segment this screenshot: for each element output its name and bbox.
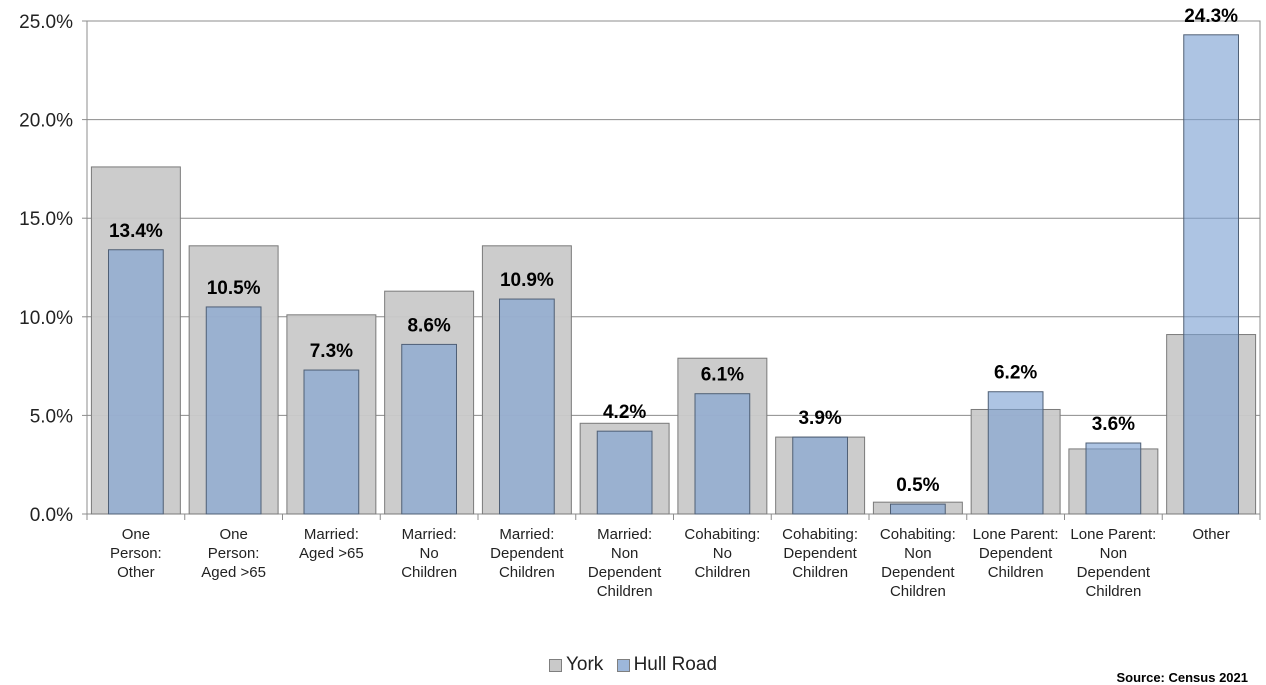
x-category-label: No [420, 545, 439, 562]
x-category-label: Non [1100, 545, 1128, 562]
x-category-label: Cohabiting: [880, 526, 956, 543]
chart-legend: York Hull Road [0, 654, 1266, 678]
x-category-label: Married: [597, 526, 652, 543]
bar-hull-road [596, 430, 653, 515]
x-category-label: Other [1192, 526, 1230, 543]
data-label: 10.9% [500, 270, 554, 291]
x-category-label: Children [499, 564, 555, 581]
x-category-label: Other [117, 564, 155, 581]
y-tick-label: 10.0% [19, 308, 73, 329]
x-category-label: Children [792, 564, 848, 581]
legend-swatch-hull-road [616, 658, 630, 672]
x-category-label: Married: [499, 526, 554, 543]
x-category-label: Dependent [979, 545, 1053, 562]
x-category-label: Dependent [783, 545, 857, 562]
y-tick-label: 20.0% [19, 111, 73, 132]
x-category-label: One [122, 526, 150, 543]
bar-hull-road [792, 436, 848, 515]
legend-item-hull-road: Hull Road [616, 654, 718, 676]
x-category-label: One [219, 526, 247, 543]
data-label: 6.2% [994, 363, 1037, 384]
data-label: 6.1% [701, 365, 744, 386]
x-category-label: No [713, 545, 732, 562]
x-category-label: Lone Parent: [973, 526, 1059, 543]
data-label: 24.3% [1184, 6, 1238, 27]
bar-hull-road [987, 391, 1044, 515]
x-category-label: Children [988, 564, 1044, 581]
x-category-label: Married: [304, 526, 359, 543]
bar-hull-road [890, 503, 946, 515]
source-note: Source: Census 2021 [1116, 670, 1248, 685]
x-category-label: Person: [110, 545, 162, 562]
data-label: 8.6% [407, 315, 450, 336]
y-tick-label: 0.0% [30, 505, 73, 526]
bar-hull-road [205, 306, 262, 515]
bar-hull-road [1183, 34, 1239, 515]
x-category-label: Non [611, 545, 639, 562]
legend-label-york: York [565, 654, 604, 675]
x-category-label: Children [597, 583, 653, 600]
data-label: 4.2% [603, 402, 646, 423]
x-category-label: Dependent [490, 545, 564, 562]
legend-item-york: York [548, 654, 604, 676]
x-category-label: Person: [208, 545, 260, 562]
x-category-label: Children [890, 583, 946, 600]
bar-chart: 0.0% 5.0% 10.0% 15.0% 20.0% 25.0% 13.4% One Pers… [19, 6, 1261, 600]
data-label: 0.5% [896, 475, 939, 496]
x-category-label: Dependent [588, 564, 662, 581]
x-category-label: Aged >65 [201, 564, 266, 581]
x-category-label: Cohabiting: [684, 526, 760, 543]
data-label: 10.5% [207, 278, 261, 299]
x-category-label: Cohabiting: [782, 526, 858, 543]
x-category-label: Children [1085, 583, 1141, 600]
data-label: 3.6% [1092, 414, 1135, 435]
x-category-label: Non [904, 545, 932, 562]
bar-hull-road [1085, 442, 1142, 515]
data-label: 3.9% [798, 408, 841, 429]
legend-swatch-york [548, 658, 562, 672]
x-category-label: Aged >65 [299, 545, 364, 562]
data-label: 7.3% [310, 341, 353, 362]
bar-hull-road [499, 298, 555, 515]
y-tick-label: 15.0% [19, 209, 73, 230]
x-category-label: Children [694, 564, 750, 581]
y-tick-label: 5.0% [30, 406, 73, 427]
data-label: 13.4% [109, 221, 163, 242]
bar-hull-road [694, 393, 751, 515]
legend-label-hull-road: Hull Road [633, 654, 718, 675]
x-category-label: Married: [402, 526, 457, 543]
x-category-label: Lone Parent: [1070, 526, 1156, 543]
x-category-label: Dependent [881, 564, 955, 581]
x-category-label: Children [401, 564, 457, 581]
y-tick-label: 25.0% [19, 12, 73, 33]
bar-hull-road [401, 343, 457, 515]
x-category-label: Dependent [1077, 564, 1151, 581]
bar-hull-road [108, 249, 164, 515]
bar-hull-road [303, 369, 360, 515]
